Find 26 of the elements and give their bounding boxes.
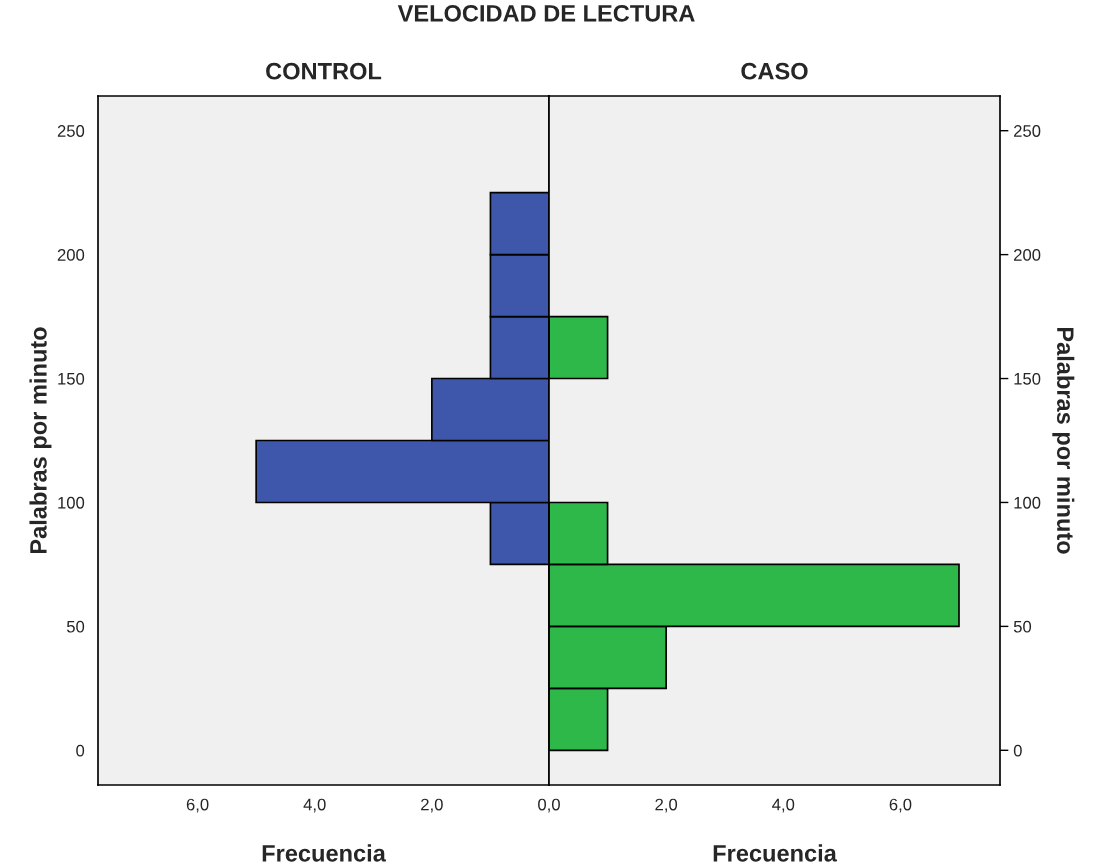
y-tick-label: 200 [57,249,85,261]
y-tick-label: 0 [76,744,85,757]
chart-title: CASO [741,62,808,80]
y-axis-title: Palabras por minuto [29,327,52,554]
y-tick-label: 50 [1013,620,1032,633]
x-tick-label: 4,0 [772,798,795,813]
y-tick-label: 200 [1014,249,1041,261]
x-tick-label: 4,0 [303,798,326,813]
text: VELOCIDAD DE LECTURA [397,4,695,22]
y-tick-label: 100 [58,496,85,509]
y-tick-label: 250 [57,125,85,137]
x-tick-label: 6,0 [889,798,912,813]
y-tick-label: 150 [1014,372,1041,385]
x-axis-title: Frecuencia [713,844,837,862]
y-axis-title: Palabras por minuto [1052,327,1075,554]
x-tick-label: 0,0 [538,798,560,813]
x-tick-label: 2,0 [655,798,678,813]
y-tick-label: 50 [66,620,85,633]
chart-title: CONTROL [266,62,382,80]
y-tick-label: 100 [1014,496,1041,509]
y-tick-label: 250 [1014,125,1041,137]
y-tick-label: 0 [1013,744,1022,757]
x-axis-title: Frecuencia [262,844,386,862]
y-tick-label: 150 [58,372,85,385]
x-tick-label: 2,0 [421,798,443,813]
x-tick-label: 6,0 [186,798,209,813]
